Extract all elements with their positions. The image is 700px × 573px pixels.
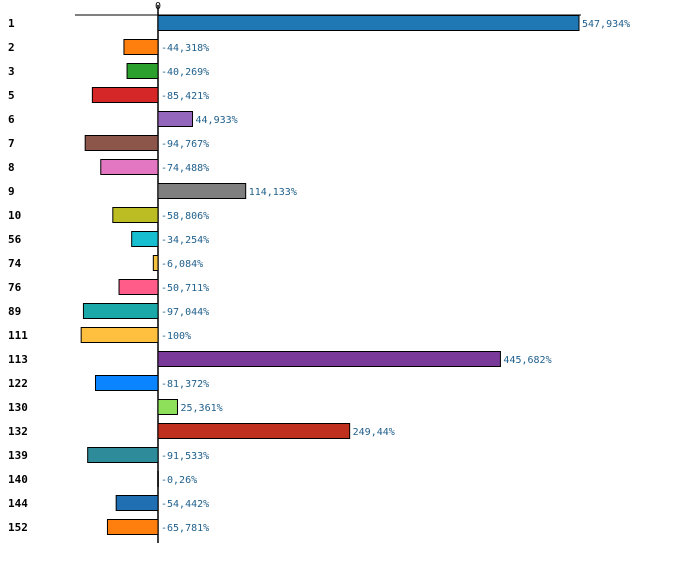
bars-group: 1 547,934% 2 -44,318% 3 -40,269% 5 -85,421% 6 44,… [8,15,630,535]
category-label: 74 [8,257,22,270]
category-label: 8 [8,161,15,174]
value-label: -100% [161,331,191,342]
category-label: 113 [8,353,28,366]
zero-tick-label: 0 [155,1,161,12]
value-label: -40,269% [161,67,209,78]
category-label: 6 [8,113,15,126]
bar [157,351,501,367]
bar [87,447,159,463]
value-label: 44,933% [196,115,238,126]
value-label: -91,533% [161,451,209,462]
category-label: 89 [8,305,21,318]
category-label: 3 [8,65,15,78]
category-label: 132 [8,425,28,438]
bar [126,63,159,79]
category-label: 152 [8,521,28,534]
bar [157,423,351,439]
value-label: -0,26% [161,475,197,486]
bar [157,471,159,487]
category-label: 130 [8,401,28,414]
bar [91,87,159,103]
bar [118,279,159,295]
bar [82,303,159,319]
bar [157,399,178,415]
value-label: 114,133% [249,187,297,198]
value-label: 25,361% [180,403,222,414]
value-label: -50,711% [161,283,209,294]
category-label: 2 [8,41,15,54]
category-label: 122 [8,377,28,390]
value-label: -94,767% [161,139,209,150]
value-label: 547,934% [582,19,630,30]
value-label: -97,044% [161,307,209,318]
value-label: -6,084% [161,259,203,270]
bar [106,519,159,535]
bar [152,255,159,271]
bar [157,183,247,199]
bar [123,39,159,55]
bar [157,111,194,127]
category-label: 76 [8,281,22,294]
category-label: 9 [8,185,15,198]
category-label: 140 [8,473,28,486]
value-label: -44,318% [161,43,209,54]
value-label: -54,442% [161,499,209,510]
bar [100,159,159,175]
bar [94,375,159,391]
bar [80,327,159,343]
value-label: 445,682% [503,355,551,366]
value-label: -85,421% [161,91,209,102]
category-label: 144 [8,497,28,510]
category-label: 5 [8,89,15,102]
bar [84,135,159,151]
bar [112,207,159,223]
category-label: 139 [8,449,28,462]
value-label: -34,254% [161,235,209,246]
category-label: 56 [8,233,22,246]
bar [131,231,159,247]
value-label: 249,44% [353,427,395,438]
value-label: -58,806% [161,211,209,222]
value-label: -65,781% [161,523,209,534]
value-label: -74,488% [161,163,209,174]
bar [115,495,159,511]
category-label: 7 [8,137,15,150]
category-label: 1 [8,17,15,30]
bar [157,15,580,31]
category-label: 111 [8,329,28,342]
value-label: -81,372% [161,379,209,390]
category-label: 10 [8,209,21,222]
